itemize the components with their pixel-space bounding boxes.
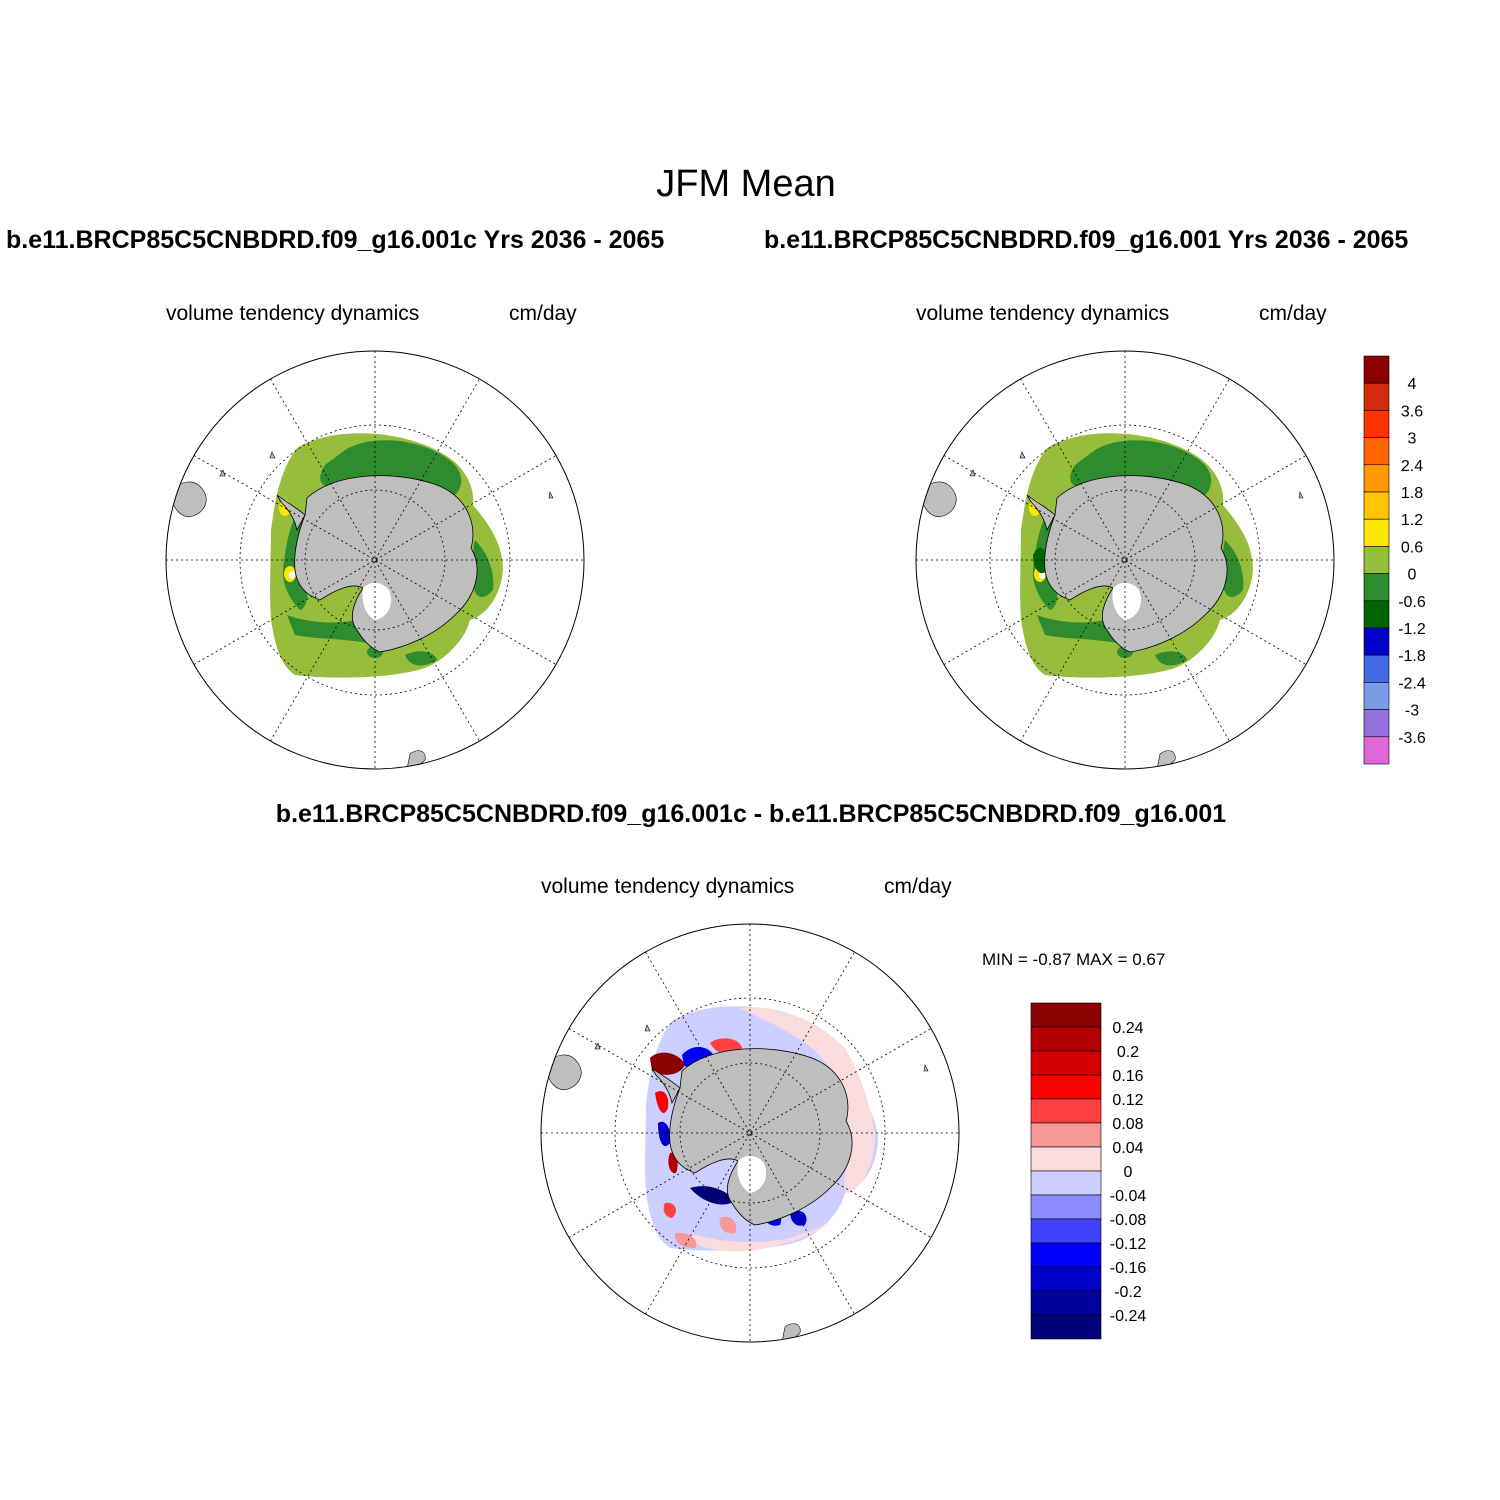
colorbar-label: -0.12 bbox=[1110, 1236, 1147, 1253]
colorbar-label: 3 bbox=[1408, 431, 1417, 448]
colorbar-label: 0.16 bbox=[1112, 1068, 1143, 1085]
colorbar-label: -0.24 bbox=[1110, 1308, 1147, 1325]
colorbar-label: -0.16 bbox=[1110, 1260, 1147, 1277]
panel-2-title: b.e11.BRCP85C5CNBDRD.f09_g16.001 Yrs 203… bbox=[764, 226, 1409, 254]
colorbar-swatch bbox=[1363, 491, 1390, 520]
colorbar-swatch bbox=[1363, 410, 1390, 438]
colorbar-swatch bbox=[1363, 518, 1390, 547]
panel-3-title: b.e11.BRCP85C5CNBDRD.f09_g16.001c - b.e1… bbox=[275, 800, 1227, 828]
colorbar-swatch bbox=[1030, 1170, 1102, 1196]
panel-2-units: cm/day bbox=[1259, 302, 1327, 325]
colorbar-swatch bbox=[1363, 709, 1390, 738]
colorbar-swatch bbox=[1030, 1242, 1102, 1268]
colorbar-swatch bbox=[1030, 1194, 1102, 1220]
colorbar-label: 0.24 bbox=[1112, 1020, 1143, 1037]
colorbar-label: 2.4 bbox=[1401, 458, 1423, 475]
colorbar-swatch bbox=[1363, 464, 1390, 493]
colorbar-label: 0.08 bbox=[1112, 1116, 1143, 1133]
figure-title: JFM Mean bbox=[656, 163, 836, 205]
colorbar-label: 0.2 bbox=[1117, 1044, 1139, 1061]
colorbar-swatch bbox=[1363, 736, 1390, 765]
colorbar-swatch bbox=[1030, 1314, 1102, 1340]
colorbar-swatch bbox=[1363, 654, 1390, 683]
colorbar-label: 0.6 bbox=[1401, 539, 1423, 556]
colorbar-label: 3.6 bbox=[1401, 403, 1423, 420]
colorbar-swatch bbox=[1363, 682, 1390, 710]
panel-2-variable: volume tendency dynamics bbox=[916, 302, 1170, 325]
colorbar-label: -1.2 bbox=[1398, 621, 1426, 638]
colorbar-label: -1.8 bbox=[1398, 648, 1426, 665]
colorbar-swatch bbox=[1030, 1026, 1102, 1052]
colorbar-swatch bbox=[1363, 546, 1390, 574]
colorbar-swatch bbox=[1363, 355, 1390, 384]
colorbar-label: -0.2 bbox=[1114, 1284, 1142, 1301]
colorbar-label: 0.04 bbox=[1112, 1140, 1143, 1157]
panel-1-variable: volume tendency dynamics bbox=[166, 302, 420, 325]
colorbar-label: 1.2 bbox=[1401, 512, 1423, 529]
colorbar-label: 4 bbox=[1408, 376, 1417, 393]
map-panel-3 bbox=[540, 923, 960, 1343]
colorbar-diff: 0.24 0.2 0.16 0.12 0.08 0.04 0 -0.04 -0.08 -0.12 -… bbox=[1030, 1002, 1147, 1340]
panel-3-units: cm/day bbox=[884, 875, 952, 898]
map-panel-1 bbox=[165, 350, 585, 770]
colorbar-label: -3.6 bbox=[1398, 730, 1426, 747]
colorbar-swatch bbox=[1363, 437, 1390, 466]
colorbar-swatch bbox=[1363, 627, 1390, 656]
colorbar-swatch bbox=[1030, 1218, 1102, 1244]
colorbar-swatch bbox=[1363, 600, 1390, 629]
colorbar-label: -3 bbox=[1405, 703, 1419, 720]
colorbar-swatch bbox=[1030, 1098, 1102, 1124]
colorbar-swatch bbox=[1030, 1050, 1102, 1076]
panel-1-title: b.e11.BRCP85C5CNBDRD.f09_g16.001c Yrs 20… bbox=[6, 226, 665, 254]
colorbar-swatch bbox=[1030, 1146, 1102, 1172]
colorbar-swatch bbox=[1363, 382, 1390, 411]
min-max-readout: MIN = -0.87 MAX = 0.67 bbox=[982, 950, 1166, 969]
colorbar-label: -2.4 bbox=[1398, 675, 1426, 692]
colorbar-top: 4 3.6 3 2.4 1.8 1.2 0.6 0 -0.6 -1.2 -1.8 -2.4 -3 -3.6 bbox=[1363, 355, 1426, 765]
colorbar-swatch bbox=[1030, 1074, 1102, 1100]
colorbar-label: 0.12 bbox=[1112, 1092, 1143, 1109]
panel-3-variable: volume tendency dynamics bbox=[541, 875, 795, 898]
colorbar-label: 1.8 bbox=[1401, 485, 1423, 502]
colorbar-swatch bbox=[1030, 1290, 1102, 1316]
colorbar-swatch bbox=[1363, 573, 1390, 602]
colorbar-label: -0.08 bbox=[1110, 1212, 1147, 1229]
colorbar-label: 0 bbox=[1408, 567, 1417, 584]
map-panel-2 bbox=[915, 350, 1335, 770]
colorbar-label: 0 bbox=[1124, 1164, 1133, 1181]
panel-1-units: cm/day bbox=[509, 302, 577, 325]
colorbar-label: -0.6 bbox=[1398, 594, 1426, 611]
colorbar-swatch bbox=[1030, 1122, 1102, 1148]
colorbar-swatch bbox=[1030, 1002, 1102, 1028]
colorbar-swatch bbox=[1030, 1266, 1102, 1292]
colorbar-label: -0.04 bbox=[1110, 1188, 1147, 1205]
